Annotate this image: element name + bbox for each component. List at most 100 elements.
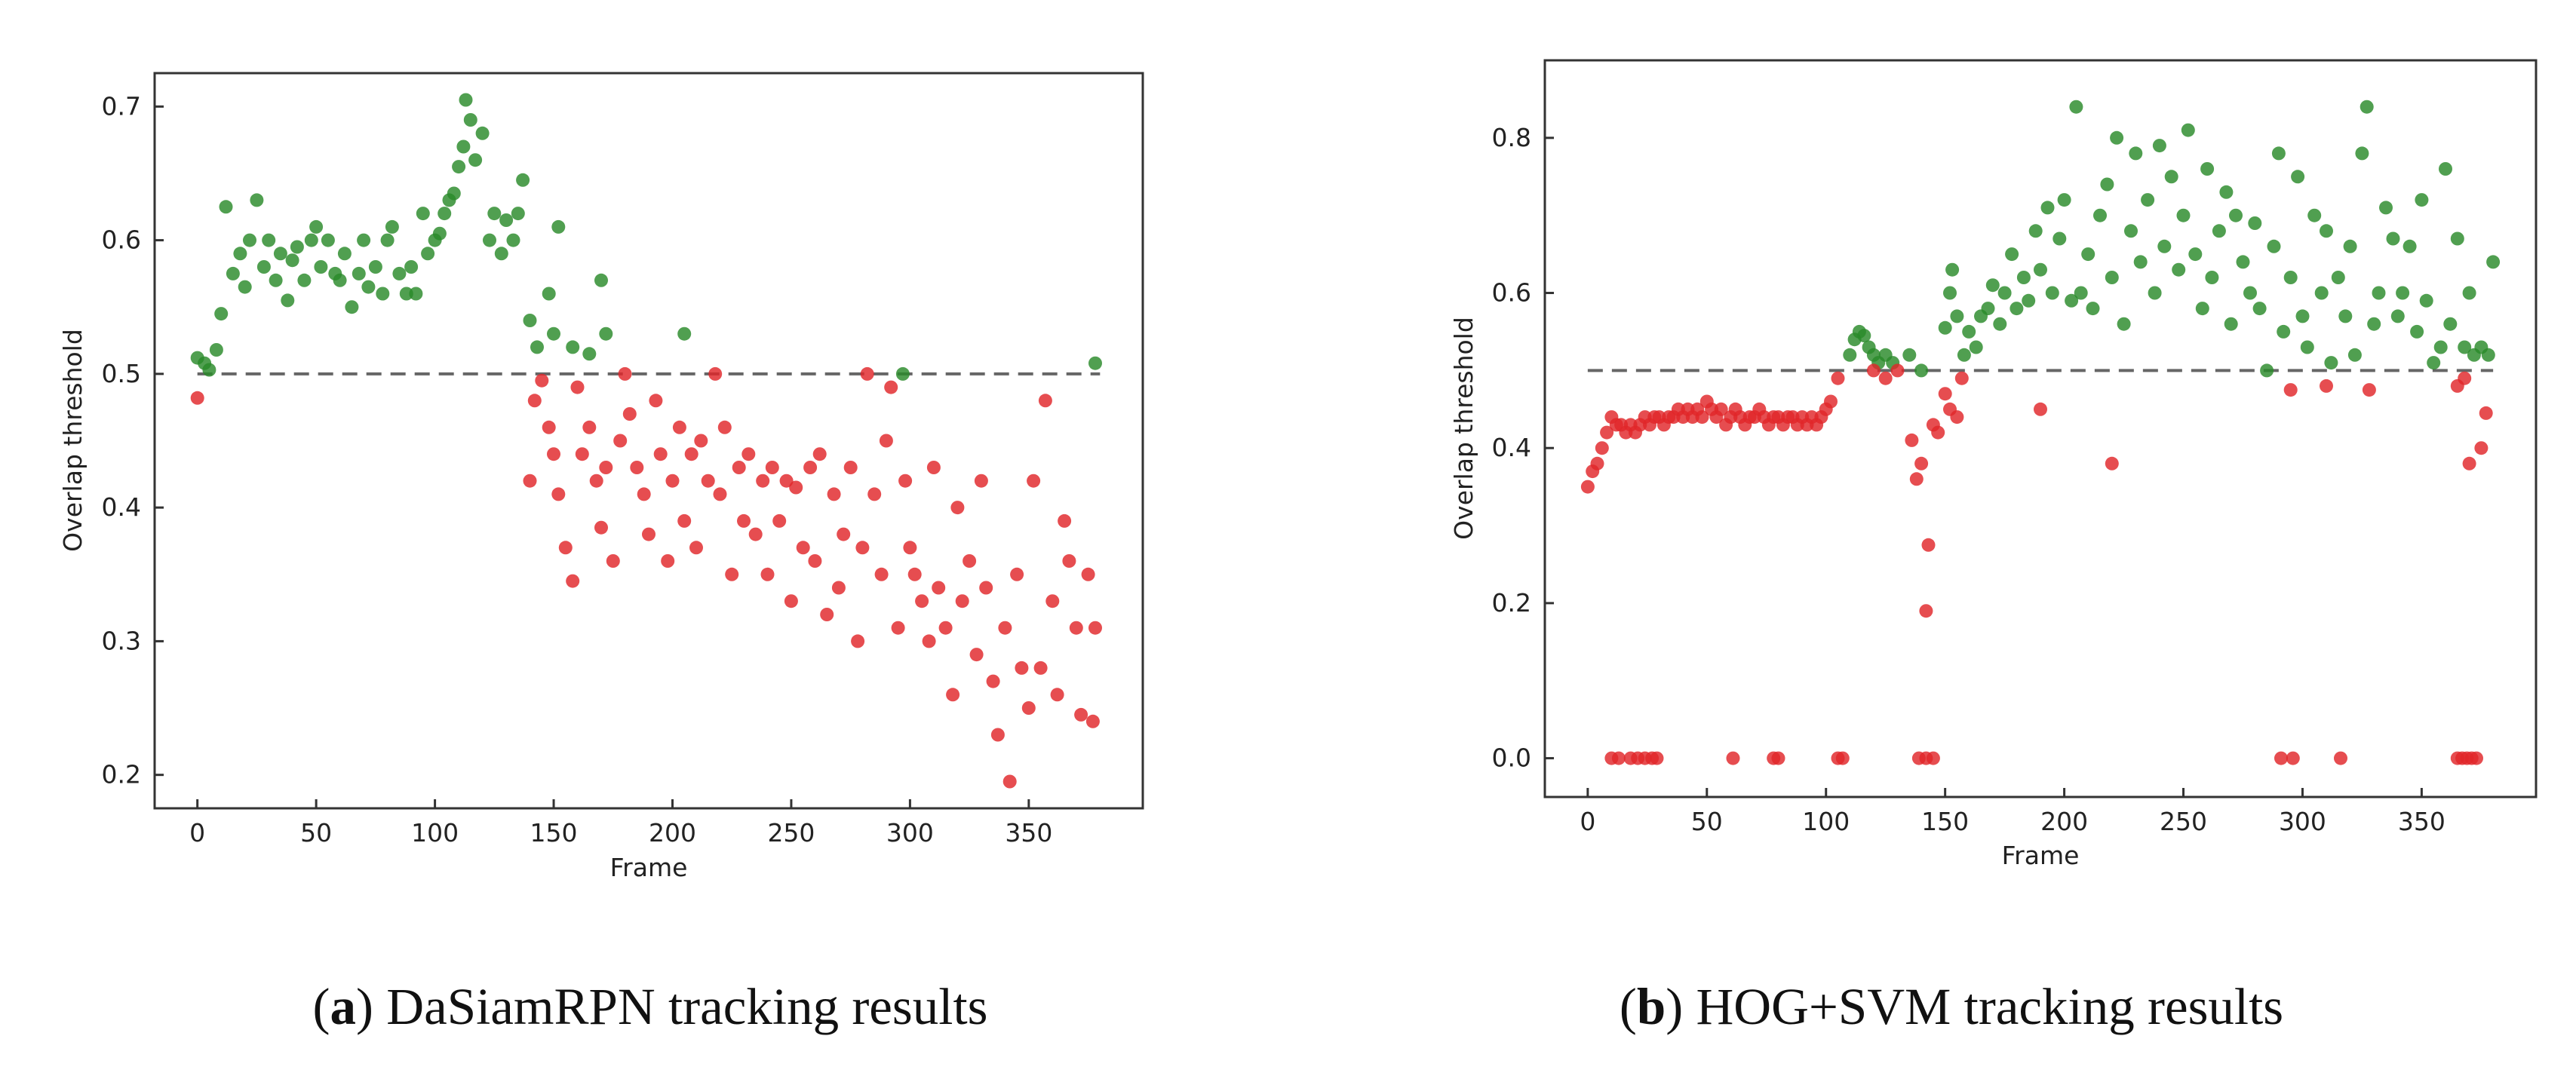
panel-b-point-green bbox=[1945, 262, 1960, 277]
panel-b-point-green bbox=[1969, 340, 1983, 354]
panel-a-point-red bbox=[907, 567, 922, 581]
panel-b-point-red bbox=[2462, 456, 2476, 471]
panel-a-point-red bbox=[190, 391, 204, 405]
panel-b-point-red bbox=[1950, 410, 1964, 425]
panel-a-point-green bbox=[438, 207, 452, 221]
panel-a-point-green bbox=[404, 260, 419, 274]
panel-a-point-red bbox=[558, 541, 573, 555]
panel-a-point-red bbox=[1085, 714, 1100, 728]
panel-b-point-red bbox=[1926, 751, 1940, 765]
panel-a-point-red bbox=[1010, 567, 1024, 581]
panel-b-point-green bbox=[2283, 271, 2298, 284]
panel-a-point-green bbox=[219, 200, 233, 214]
panel-a-point-green bbox=[297, 273, 312, 287]
panel-a-point-red bbox=[789, 480, 803, 495]
panel-b-point-green bbox=[2022, 293, 2036, 308]
panel-a-point-red bbox=[827, 487, 841, 501]
panel-b-point-green bbox=[2277, 324, 2291, 339]
panel-a-point-red bbox=[1050, 688, 1064, 702]
panel-b-point-green bbox=[2443, 317, 2458, 331]
panel-b-point-green bbox=[1914, 363, 1929, 378]
panel-a-point-red bbox=[851, 634, 865, 648]
panel-a-point-red bbox=[772, 513, 787, 528]
panel-a-point-red bbox=[1062, 554, 1076, 568]
panel-a-point-green bbox=[506, 233, 520, 247]
panel-a-y-axis-title: Overlap threshold bbox=[58, 329, 88, 552]
panel-b-point-red bbox=[2474, 441, 2488, 455]
panel-a-x-tick-label: 350 bbox=[1005, 818, 1052, 848]
panel-a-point-red bbox=[922, 634, 936, 648]
panel-a-caption-text: DaSiamRPN tracking results bbox=[386, 978, 987, 1035]
panel-a-point-red bbox=[796, 541, 810, 555]
panel-b-point-green bbox=[2081, 247, 2095, 262]
panel-a-x-tick-label: 150 bbox=[530, 818, 578, 848]
panel-b-point-red bbox=[1938, 387, 1952, 401]
panel-a-point-red bbox=[622, 407, 637, 421]
panel-a-point-green bbox=[250, 193, 264, 207]
panel-a-point-red bbox=[1074, 707, 1088, 722]
panel-b-point-green bbox=[2065, 293, 2079, 308]
panel-b-point-red bbox=[1831, 371, 1845, 385]
panel-a-point-red bbox=[986, 674, 1000, 688]
panel-b-x-tick-label: 0 bbox=[1580, 807, 1595, 836]
panel-b-point-red bbox=[2286, 751, 2300, 765]
panel-b-point-green bbox=[2236, 255, 2250, 269]
panel-b-point-green bbox=[1950, 309, 1964, 323]
panel-b-point-green bbox=[1938, 320, 1952, 335]
panel-a-point-green bbox=[468, 153, 483, 167]
panel-a-point-red bbox=[599, 461, 613, 474]
panel-a-point-red bbox=[969, 648, 984, 662]
panel-b-point-green bbox=[2057, 193, 2071, 207]
panel-b-point-green bbox=[2355, 146, 2369, 161]
panel-a-point-green bbox=[345, 300, 359, 314]
panel-a-point-red bbox=[582, 420, 597, 434]
panel-a-point-red bbox=[1021, 701, 1036, 715]
panel-b-point-green bbox=[2347, 348, 2362, 362]
panel-a-point-green bbox=[542, 287, 556, 301]
panel-b-point-green bbox=[2450, 231, 2464, 246]
panel-a-point-green bbox=[256, 260, 271, 274]
panel-a-point-green bbox=[202, 363, 216, 377]
panel-a-point-green bbox=[677, 326, 692, 341]
panel-b-point-green bbox=[2260, 363, 2274, 378]
panel-b-point-green bbox=[2338, 309, 2353, 323]
panel-a-point-green bbox=[511, 207, 525, 221]
panel-b-point-green bbox=[2267, 239, 2281, 253]
panel-b-point-green bbox=[2053, 231, 2067, 246]
panel-a-point-green bbox=[314, 260, 328, 274]
panel-b-point-green bbox=[1843, 348, 1857, 362]
panel-a-point-red bbox=[649, 394, 663, 408]
panel-a-x-tick-label: 250 bbox=[767, 818, 815, 848]
panel-b-point-red bbox=[2458, 371, 2472, 385]
panel-a-point-red bbox=[732, 461, 746, 474]
panel-b-point-green bbox=[2219, 185, 2234, 199]
panel-b-point-red bbox=[2274, 751, 2288, 765]
panel-b-point-green bbox=[2181, 123, 2195, 137]
panel-a-point-green bbox=[421, 247, 435, 261]
panel-a-y-tick-label: 0.5 bbox=[102, 359, 141, 388]
panel-a-point-red bbox=[1045, 594, 1060, 608]
panel-a-point-red bbox=[867, 487, 882, 501]
panel-b-point-red bbox=[1824, 394, 1838, 409]
panel-b-point-green bbox=[2188, 247, 2203, 262]
panel-a-point-red bbox=[1088, 621, 1102, 635]
panel-a-point-red bbox=[672, 420, 686, 434]
panel-a-point-green bbox=[594, 273, 608, 287]
panel-a-point-green bbox=[523, 314, 537, 327]
panel-a-point-green bbox=[214, 307, 229, 321]
panel-b-point-green bbox=[1957, 348, 1971, 362]
panel-b-point-green bbox=[2133, 255, 2148, 269]
panel-a-x-tick-label: 200 bbox=[649, 818, 696, 848]
panel-a-point-green bbox=[463, 113, 477, 127]
panel-b-caption-text: HOG+SVM tracking results bbox=[1696, 978, 2283, 1035]
panel-b-point-green bbox=[2252, 302, 2267, 316]
panel-a-point-green bbox=[321, 233, 335, 247]
panel-a-point-red bbox=[1069, 621, 1083, 635]
panel-a-point-green bbox=[599, 326, 613, 341]
panel-b-point-green bbox=[2331, 271, 2345, 284]
panel-a-point-green bbox=[516, 173, 530, 187]
panel-a-point-red bbox=[760, 567, 775, 581]
panel-a-point-red bbox=[575, 447, 589, 461]
panel-b-point-green bbox=[2224, 317, 2238, 331]
panel-a-point-green bbox=[452, 160, 466, 174]
